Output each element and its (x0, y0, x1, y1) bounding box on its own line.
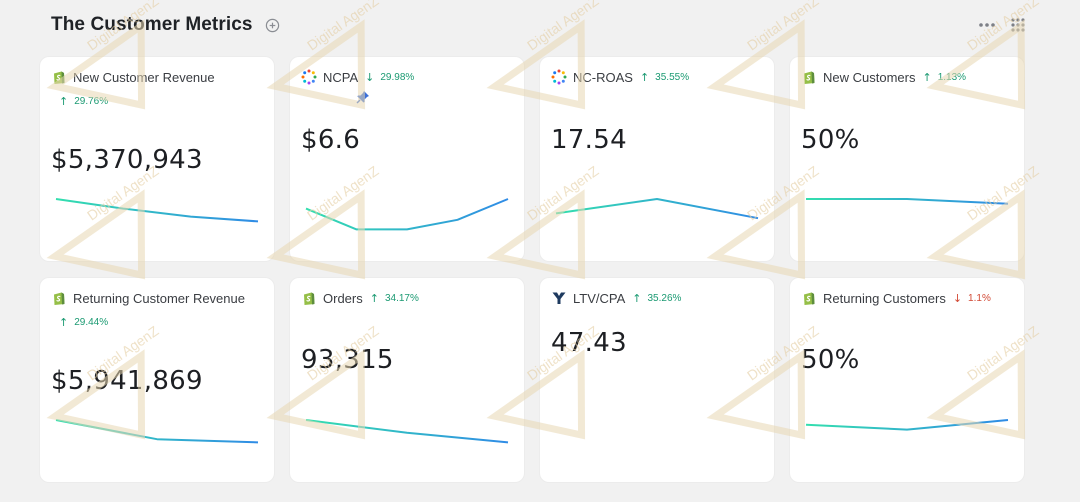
card-title: Returning Customers (823, 290, 946, 306)
watermark-text: Digital AgenZ (744, 0, 822, 53)
arrow-up-icon: ↑ (922, 70, 932, 84)
shopify-icon (51, 290, 67, 306)
arrow-up-icon: ↑ (59, 95, 69, 108)
sparkline (305, 419, 509, 444)
arrow-up-icon: ↑ (639, 70, 650, 84)
metric-card-returning-customers[interactable]: Returning Customers ↓ 1.1% 50% (790, 278, 1024, 482)
sparkline-path (305, 419, 509, 444)
card-header: New Customer Revenue (51, 69, 266, 85)
card-title: New Customer Revenue (73, 69, 215, 85)
delta-badge: ↑ 34.17% (369, 291, 419, 305)
sparkline (55, 198, 259, 223)
sparkline (55, 419, 259, 444)
section-header: The Customer Metrics (51, 14, 280, 36)
triple-whale-icon (551, 290, 567, 306)
card-title: New Customers (823, 69, 916, 85)
card-header: Orders ↑ 34.17% (301, 290, 516, 306)
metric-card-ncpa[interactable]: NCPA ↓ 29.98% $6.6 (290, 57, 524, 261)
sparkline-path (305, 198, 509, 231)
sparkline-path (805, 419, 1009, 431)
metric-card-orders[interactable]: Orders ↑ 34.17% 93,315 (290, 278, 524, 482)
sparkline-path (55, 198, 259, 223)
more-options-icon[interactable] (978, 22, 996, 28)
multi-source-icon (301, 69, 317, 85)
arrow-up-icon: ↑ (59, 316, 69, 329)
arrow-up-icon: ↑ (632, 291, 642, 305)
metric-value: 47.43 (551, 328, 627, 358)
delta-badge: ↑ 35.55% (639, 70, 690, 84)
delta-badge: ↓ 29.98% (365, 70, 415, 84)
sparkline (555, 198, 759, 220)
metric-value: $5,370,943 (51, 145, 203, 175)
delta-badge: ↑ 35.26% (632, 291, 682, 305)
card-header: NC-ROAS ↑ 35.55% (551, 69, 766, 85)
metric-card-new-customer-revenue[interactable]: New Customer Revenue ↑ 29.76% $5,370,943 (40, 57, 274, 261)
shopify-icon (801, 290, 817, 306)
metric-card-ltv-cpa[interactable]: LTV/CPA ↑ 35.26% 47.43 (540, 278, 774, 482)
card-header: New Customers ↑ 1.13% (801, 69, 1016, 85)
metric-value: $6.6 (301, 125, 361, 155)
metric-card-returning-customer-revenue[interactable]: Returning Customer Revenue ↑ 29.44% $5,94… (40, 278, 274, 482)
sparkline-path (555, 198, 759, 220)
delta-badge: ↓ 1.1% (952, 291, 991, 305)
grid-view-icon[interactable] (1010, 17, 1026, 33)
card-title: NCPA (323, 69, 359, 85)
card-header: Returning Customer Revenue (51, 290, 266, 306)
metric-value: 50% (801, 345, 860, 375)
card-header: Returning Customers ↓ 1.1% (801, 290, 1016, 306)
header-actions (978, 17, 1026, 33)
pin-icon[interactable] (356, 90, 370, 104)
sparkline-path (55, 419, 259, 444)
metric-card-nc-roas[interactable]: NC-ROAS ↑ 35.55% 17.54 (540, 57, 774, 261)
arrow-down-icon: ↓ (365, 70, 375, 84)
metric-value: 50% (801, 125, 860, 155)
sparkline (806, 198, 1009, 205)
watermark-text: Digital AgenZ (304, 0, 382, 53)
card-title: Orders (323, 290, 363, 306)
card-title: Returning Customer Revenue (73, 290, 245, 306)
metric-value: 17.54 (551, 125, 627, 155)
card-title: LTV/CPA (573, 290, 626, 306)
delta-badge: ↑ 29.76% (59, 95, 109, 108)
shopify-icon (301, 290, 317, 306)
sparkline (305, 198, 509, 231)
card-header: NCPA ↓ 29.98% (301, 69, 516, 85)
page-title: The Customer Metrics (51, 14, 253, 35)
shopify-icon (801, 69, 817, 85)
shopify-icon (51, 69, 67, 85)
metric-card-new-customers[interactable]: New Customers ↑ 1.13% 50% (790, 57, 1024, 261)
sparkline (805, 419, 1009, 431)
card-header: LTV/CPA ↑ 35.26% (551, 290, 766, 306)
arrow-down-icon: ↓ (952, 291, 963, 305)
metric-value: 93,315 (301, 345, 394, 375)
card-title: NC-ROAS (573, 69, 633, 85)
watermark-text: Digital AgenZ (524, 0, 602, 53)
arrow-up-icon: ↑ (369, 291, 379, 305)
add-circle-icon[interactable] (265, 18, 280, 33)
delta-badge: ↑ 29.44% (59, 316, 109, 329)
delta-badge: ↑ 1.13% (922, 70, 967, 84)
multi-source-icon (551, 69, 567, 85)
sparkline-path (806, 198, 1009, 205)
